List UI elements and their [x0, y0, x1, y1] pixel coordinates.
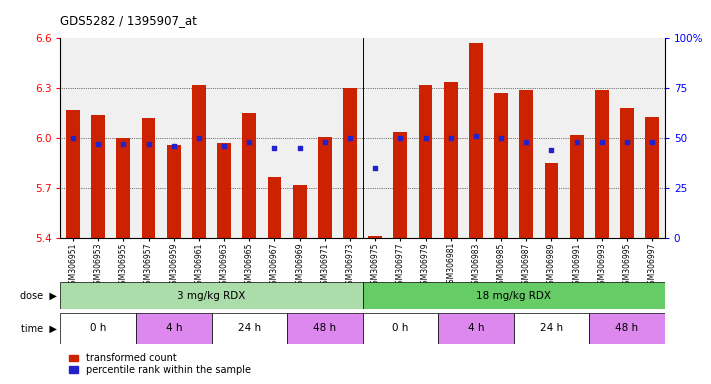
Bar: [393, 132, 407, 238]
Point: [218, 143, 230, 149]
Point: [395, 135, 406, 141]
Text: 48 h: 48 h: [314, 323, 336, 333]
Text: 0 h: 0 h: [392, 323, 409, 333]
Point: [546, 147, 557, 153]
Point: [68, 135, 79, 141]
Point: [193, 135, 205, 141]
Bar: [343, 88, 357, 238]
Point: [269, 145, 280, 151]
Point: [621, 139, 633, 145]
Bar: [363, 282, 665, 309]
Point: [118, 141, 129, 147]
Bar: [368, 237, 382, 238]
Bar: [363, 313, 438, 344]
Bar: [589, 313, 665, 344]
Bar: [646, 117, 659, 238]
Legend: transformed count, percentile rank within the sample: transformed count, percentile rank withi…: [65, 349, 255, 379]
Text: 4 h: 4 h: [468, 323, 484, 333]
Text: 18 mg/kg RDX: 18 mg/kg RDX: [476, 291, 551, 301]
Point: [344, 135, 356, 141]
Bar: [595, 90, 609, 238]
Bar: [217, 143, 231, 238]
Bar: [60, 313, 136, 344]
Bar: [494, 93, 508, 238]
Point: [470, 133, 481, 139]
Bar: [60, 282, 363, 309]
Bar: [287, 313, 363, 344]
Text: 24 h: 24 h: [540, 323, 563, 333]
Bar: [469, 43, 483, 238]
Bar: [293, 185, 306, 238]
Bar: [514, 313, 589, 344]
Text: 48 h: 48 h: [616, 323, 638, 333]
Point: [168, 143, 179, 149]
Point: [244, 139, 255, 145]
Text: GDS5282 / 1395907_at: GDS5282 / 1395907_at: [60, 14, 198, 27]
Text: 3 mg/kg RDX: 3 mg/kg RDX: [177, 291, 246, 301]
Bar: [444, 82, 458, 238]
Bar: [91, 115, 105, 238]
Point: [496, 135, 507, 141]
Bar: [141, 118, 156, 238]
Bar: [136, 313, 212, 344]
Point: [596, 139, 607, 145]
Text: 0 h: 0 h: [90, 323, 107, 333]
Text: dose  ▶: dose ▶: [20, 291, 57, 301]
Point: [370, 165, 381, 171]
Point: [445, 135, 456, 141]
Point: [646, 139, 658, 145]
Bar: [438, 313, 514, 344]
Bar: [167, 145, 181, 238]
Text: 4 h: 4 h: [166, 323, 182, 333]
Bar: [66, 110, 80, 238]
Bar: [267, 177, 282, 238]
Bar: [620, 108, 634, 238]
Bar: [419, 85, 432, 238]
Bar: [192, 85, 206, 238]
Text: time  ▶: time ▶: [21, 323, 57, 333]
Point: [420, 135, 432, 141]
Point: [319, 139, 331, 145]
Point: [571, 139, 582, 145]
Bar: [545, 163, 558, 238]
Bar: [242, 113, 256, 238]
Bar: [519, 90, 533, 238]
Point: [92, 141, 104, 147]
Bar: [212, 313, 287, 344]
Bar: [570, 135, 584, 238]
Bar: [318, 137, 332, 238]
Point: [294, 145, 305, 151]
Point: [143, 141, 154, 147]
Text: 24 h: 24 h: [237, 323, 261, 333]
Bar: [117, 138, 130, 238]
Point: [520, 139, 532, 145]
